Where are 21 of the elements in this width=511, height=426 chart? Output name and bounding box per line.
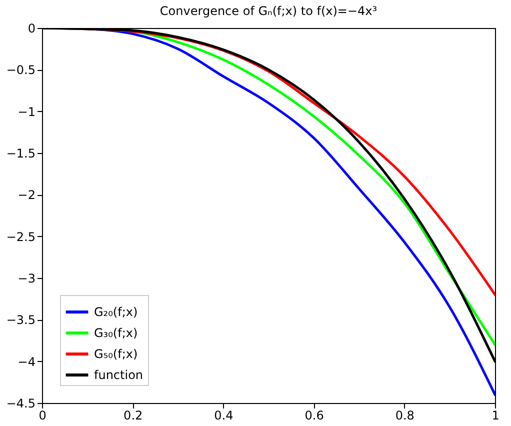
x-tick-label: 0.6 [304, 408, 324, 422]
chart-title: Convergence of Gₙ(f;x) to f(x)=−4x³ [160, 4, 378, 18]
legend-label: G₅₀(f;x) [94, 347, 138, 361]
y-tick-label: −1.5 [6, 146, 36, 160]
legend-label: function [94, 368, 144, 382]
y-tick-label: −2 [18, 188, 36, 202]
y-tick-label: −1 [18, 104, 36, 119]
y-tick-label: 0 [28, 22, 36, 36]
x-tick-label: 0.2 [124, 408, 143, 422]
x-tick-label: 1 [492, 408, 500, 422]
y-tick-label: −4 [18, 354, 36, 369]
y-tick-label: −4.5 [6, 396, 36, 410]
y-tick-label: −3 [18, 272, 36, 286]
y-tick-label: −2.5 [6, 230, 36, 244]
y-tick-label: −0.5 [6, 63, 36, 78]
x-tick-label: 0 [38, 408, 46, 422]
legend-label: G₃₀(f;x) [94, 326, 138, 340]
x-tick-label: 0.8 [395, 408, 414, 422]
x-tick-label: 0.4 [214, 408, 234, 422]
legend-label: G₂₀(f;x) [94, 305, 138, 319]
y-tick-label: −3.5 [6, 313, 36, 328]
